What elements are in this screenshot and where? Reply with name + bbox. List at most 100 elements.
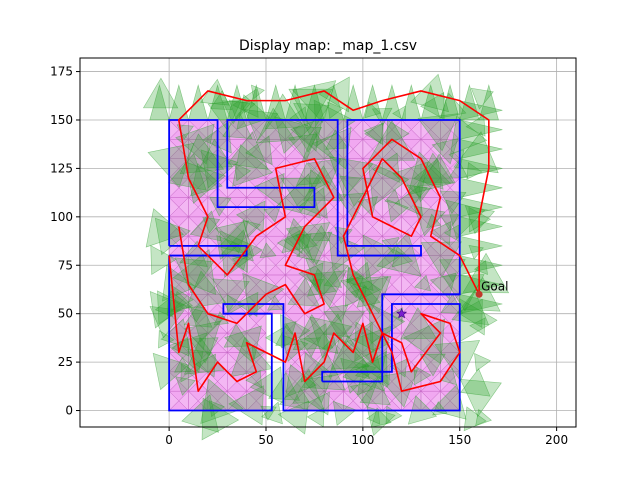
- map-cell: [285, 293, 296, 315]
- x-tick-label: 0: [165, 433, 173, 447]
- map-cell: [207, 351, 218, 373]
- map-cell: [401, 216, 412, 237]
- map-cell: [304, 351, 315, 373]
- visibility-triangle: [357, 378, 374, 396]
- map-cell: [207, 293, 218, 315]
- visibility-triangle: [295, 231, 333, 266]
- y-tick-label: 175: [50, 65, 73, 79]
- visibility-triangle: [242, 272, 285, 318]
- map-cell: [343, 313, 354, 334]
- x-tick-label: 50: [258, 433, 273, 447]
- map-cell: [207, 158, 218, 179]
- y-axis-ticks: 0 25 50 75 100 125 150 175: [50, 65, 80, 418]
- visibility-triangle: [329, 304, 349, 323]
- visibility-triangle: [400, 307, 437, 340]
- map-cell: [323, 313, 335, 334]
- map-cell: [246, 158, 257, 179]
- wall-layer: [168, 119, 461, 412]
- y-tick-label: 0: [65, 404, 73, 418]
- planned-path: [168, 90, 490, 392]
- map-cell: [401, 196, 412, 218]
- visibility-triangle: [457, 298, 483, 328]
- visibility-triangle: [332, 400, 357, 426]
- map-cell: [256, 332, 267, 353]
- map-cell: [382, 216, 393, 237]
- path-layer: [168, 90, 490, 392]
- map-cell: [265, 235, 276, 257]
- visibility-triangle: [244, 109, 279, 142]
- visibility-triangle: [371, 107, 393, 127]
- visibility-triangle: [309, 316, 353, 359]
- visibility-triangle: [301, 350, 346, 391]
- y-tick-label: 75: [58, 258, 73, 272]
- y-tick-label: 50: [58, 307, 73, 321]
- axes-frame: [79, 57, 577, 428]
- map-cell: [401, 371, 412, 392]
- map-cell: [401, 274, 412, 295]
- map-cell: [343, 119, 354, 140]
- visibility-triangle: [462, 252, 510, 294]
- map-cell: [343, 158, 354, 179]
- visibility-triangle: [416, 152, 455, 187]
- map-cell: [188, 390, 199, 412]
- map-cell: [304, 293, 315, 315]
- visibility-triangle: [325, 129, 349, 150]
- visibility-triangle: [288, 88, 333, 128]
- visibility-triangle: [392, 161, 429, 199]
- map-cell: [285, 216, 296, 237]
- visibility-triangle: [439, 214, 460, 232]
- map-cell: [401, 158, 412, 179]
- visibility-triangle: [234, 163, 252, 182]
- visibility-triangle: [466, 161, 483, 180]
- visibility-triangle: [443, 224, 460, 242]
- visibility-triangle: [432, 401, 448, 416]
- visibility-triangle: [289, 106, 308, 127]
- map-cell: [246, 274, 257, 295]
- start-marker: [396, 307, 408, 319]
- map-cell: [420, 351, 431, 373]
- map-cell: [246, 390, 257, 412]
- goal-marker: [475, 290, 483, 298]
- visibility-triangle: [254, 173, 285, 207]
- visibility-triangle: [376, 232, 422, 277]
- visibility-triangle: [214, 220, 249, 254]
- map-cell: [382, 177, 393, 198]
- map-cell: [440, 313, 451, 334]
- visibility-triangle: [419, 353, 446, 377]
- plot-area: Goal: [142, 73, 510, 441]
- visibility-triangle: [142, 77, 179, 109]
- visibility-triangle: [474, 352, 492, 372]
- visibility-triangle: [370, 407, 392, 428]
- map-cell: [440, 255, 451, 276]
- map-cell: [207, 371, 218, 392]
- visibility-triangle: [363, 122, 384, 144]
- map-cell: [440, 119, 451, 140]
- visibility-triangle: [227, 131, 269, 170]
- map-cell: [256, 351, 267, 373]
- visibility-triangle: [413, 365, 432, 386]
- visibility-triangle: [305, 257, 349, 300]
- map-cell: [382, 255, 393, 276]
- visibility-triangle: [245, 369, 263, 389]
- map-cell: [420, 138, 431, 160]
- map-cell: [227, 332, 238, 353]
- map-cell: [285, 138, 296, 160]
- map-cell: [188, 119, 199, 140]
- visibility-triangle: [297, 233, 312, 248]
- marker-layer: Goal: [396, 279, 508, 319]
- visibility-triangle: [249, 366, 284, 404]
- y-tick-label: 25: [58, 355, 73, 369]
- y-tick-label: 100: [50, 210, 73, 224]
- visibility-triangle: [267, 295, 285, 311]
- map-cell: [420, 332, 431, 353]
- y-tick-label: 150: [50, 113, 73, 127]
- visibility-triangle: [403, 318, 446, 365]
- map-cell: [382, 196, 393, 218]
- visibility-triangle: [200, 378, 244, 424]
- map-cell: [382, 390, 393, 412]
- map-cell: [362, 196, 373, 218]
- visibility-triangle: [292, 313, 334, 351]
- y-tick-label: 125: [50, 161, 73, 175]
- map-cell: [323, 158, 335, 179]
- visibility-triangle: [327, 101, 344, 119]
